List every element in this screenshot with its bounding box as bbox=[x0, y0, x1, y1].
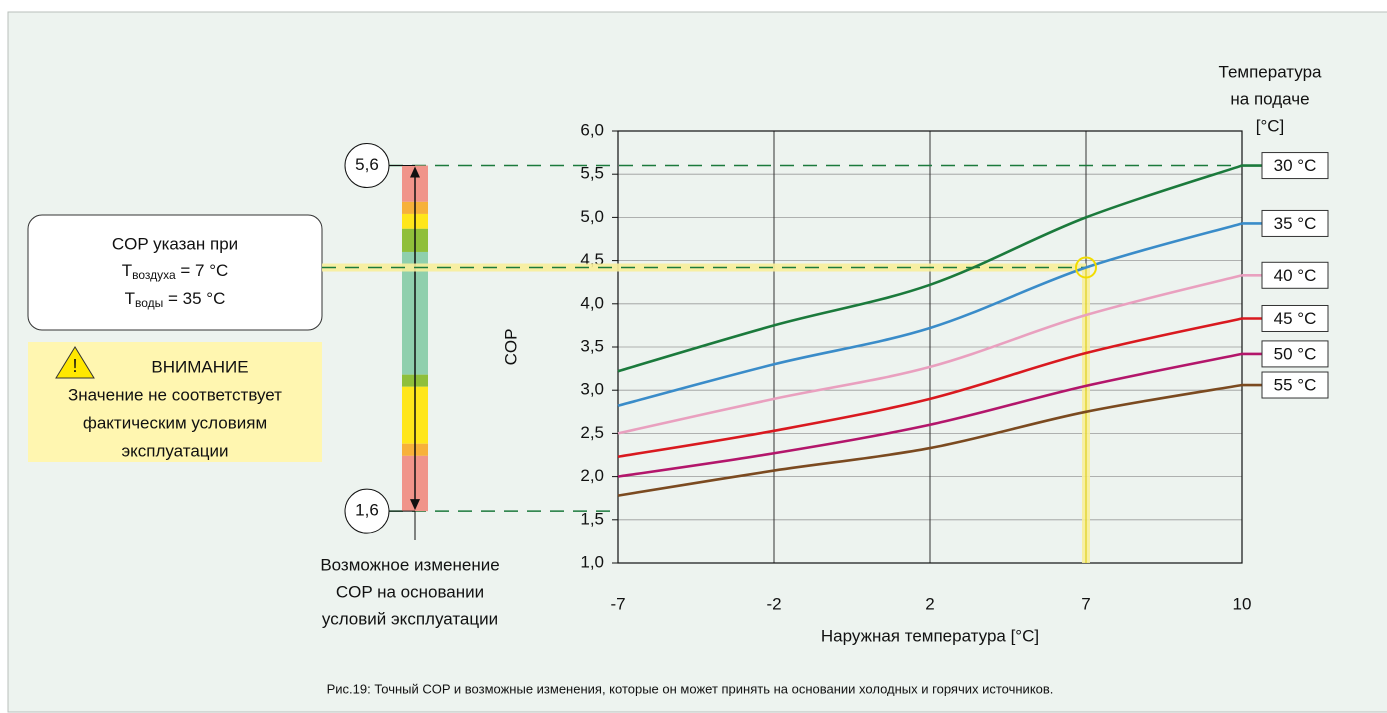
series-line bbox=[617, 383, 1243, 497]
plot-area bbox=[617, 130, 1243, 564]
info-subscript: воздуха bbox=[132, 268, 176, 282]
info-row: Tвоздуха = 7 °C bbox=[122, 261, 229, 282]
arrow-head bbox=[410, 499, 420, 511]
warning-title: ВНИМАНИЕ bbox=[151, 357, 248, 376]
y-tick-label: 5,5 bbox=[580, 164, 604, 183]
x-tick-label: -2 bbox=[766, 594, 781, 613]
caption: Рис.19: Точный COP и возможные изменения… bbox=[327, 681, 1054, 696]
info-title: COP указан при bbox=[112, 234, 238, 253]
y-tick-label: 1,5 bbox=[580, 509, 604, 528]
x-tick-label: 7 bbox=[1081, 594, 1090, 613]
y-tick-label: 3,0 bbox=[580, 380, 604, 399]
series-line bbox=[617, 164, 1243, 373]
info-subscript: воды bbox=[135, 296, 163, 310]
info-row: Tводы = 35 °C bbox=[125, 289, 226, 310]
series-line bbox=[617, 274, 1243, 435]
info-symbol: T bbox=[125, 289, 135, 308]
range-caption: COP на основании bbox=[336, 582, 484, 601]
legend-box bbox=[1261, 371, 1329, 399]
warning-icon bbox=[55, 346, 95, 379]
legend-label: 50 °C bbox=[1274, 344, 1317, 363]
range-marker bbox=[344, 488, 390, 534]
range-caption: Возможное изменение bbox=[320, 555, 499, 574]
x-axis-label: Наружная температура [°C] bbox=[821, 626, 1039, 645]
y-tick-label: 1,0 bbox=[580, 552, 604, 571]
legend-label: 40 °C bbox=[1274, 266, 1317, 285]
y-tick-label: 6,0 bbox=[580, 120, 604, 139]
y-axis-label: COP bbox=[501, 329, 520, 366]
legend-label: 55 °C bbox=[1274, 376, 1317, 395]
series-line bbox=[617, 352, 1243, 478]
warning-line: фактическим условиям bbox=[83, 413, 267, 432]
range-label: 1,6 bbox=[355, 501, 379, 520]
legend-title: Температура bbox=[1219, 62, 1323, 81]
y-tick-label: 4,0 bbox=[580, 293, 604, 312]
legend-box bbox=[1261, 304, 1329, 332]
legend-box bbox=[1261, 340, 1329, 368]
x-tick-label: 2 bbox=[925, 594, 934, 613]
range-caption: условий эксплуатации bbox=[322, 609, 498, 628]
y-tick-label: 5,0 bbox=[580, 207, 604, 226]
legend-label: 35 °C bbox=[1274, 214, 1317, 233]
warning-icon-mark: ! bbox=[72, 356, 77, 376]
y-tick-label: 3,5 bbox=[580, 336, 604, 355]
x-tick-label: -7 bbox=[610, 594, 625, 613]
y-tick-label: 2,5 bbox=[580, 423, 604, 442]
info-rest: = 7 °C bbox=[176, 261, 229, 280]
warning-line: эксплуатации bbox=[121, 441, 228, 460]
legend-box bbox=[1261, 261, 1329, 289]
info-symbol: T bbox=[122, 261, 132, 280]
x-tick-label: 10 bbox=[1233, 594, 1252, 613]
legend-label: 45 °C bbox=[1274, 309, 1317, 328]
y-tick-label: 2,0 bbox=[580, 466, 604, 485]
arrow-head bbox=[410, 166, 420, 178]
highlight-point bbox=[1075, 256, 1097, 279]
info-rest: = 35 °C bbox=[163, 289, 225, 308]
legend-box bbox=[1261, 209, 1329, 237]
legend-title: [°C] bbox=[1256, 116, 1285, 135]
series-line bbox=[617, 317, 1243, 459]
range-label: 5,6 bbox=[355, 155, 379, 174]
info-box bbox=[27, 214, 323, 331]
legend-label: 30 °C bbox=[1274, 156, 1317, 175]
legend-title: на подаче bbox=[1230, 89, 1309, 108]
warning-line: Значение не соответствует bbox=[68, 385, 282, 404]
legend-box bbox=[1261, 152, 1329, 180]
range-marker bbox=[344, 143, 390, 189]
series-line bbox=[617, 222, 1243, 408]
